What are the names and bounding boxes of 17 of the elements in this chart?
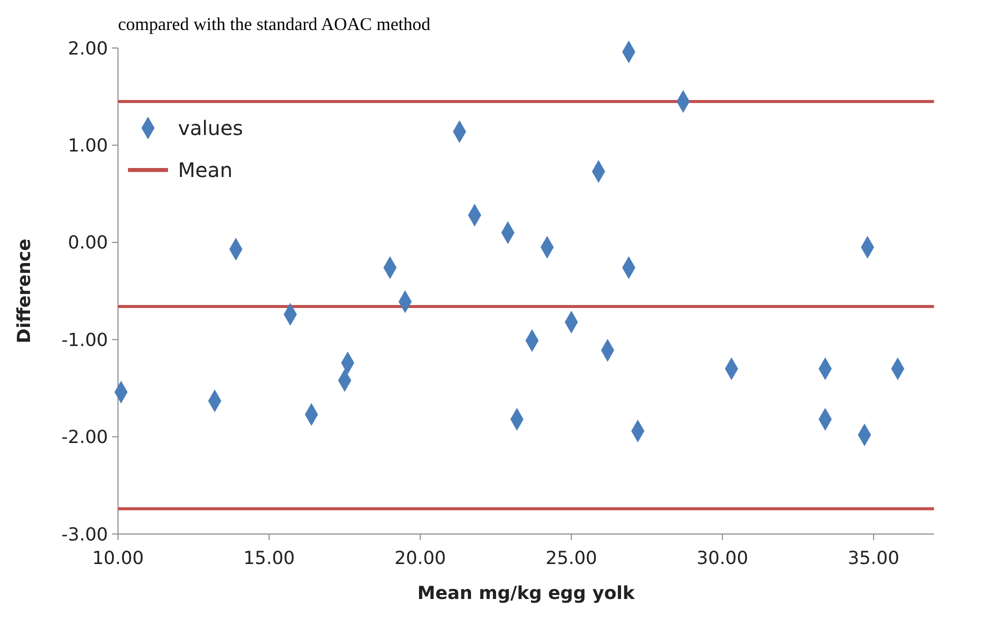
x-tick-label: 25.00 (546, 548, 598, 569)
x-tick-label: 30.00 (696, 548, 748, 569)
y-tick-label: 1.00 (68, 136, 108, 156)
legend-label: values (178, 116, 244, 140)
x-tick-label: 35.00 (848, 548, 900, 569)
y-axis-title: Difference (14, 238, 35, 344)
y-tick-label: -3.00 (61, 524, 108, 546)
x-tick-label: 20.00 (394, 548, 446, 569)
y-tick-label: -1.00 (61, 330, 108, 351)
x-tick-label: 15.00 (243, 548, 295, 569)
y-tick-label: 0.00 (68, 232, 108, 254)
y-tick-label: 2.00 (68, 38, 108, 60)
x-tick-label: 10.00 (92, 548, 144, 569)
chart-title: compared with the standard AOAC method (118, 14, 430, 34)
y-tick-label: -2.00 (61, 427, 108, 448)
legend-label: Mean (178, 158, 232, 182)
x-axis-title: Mean mg/kg egg yolk (417, 583, 636, 604)
